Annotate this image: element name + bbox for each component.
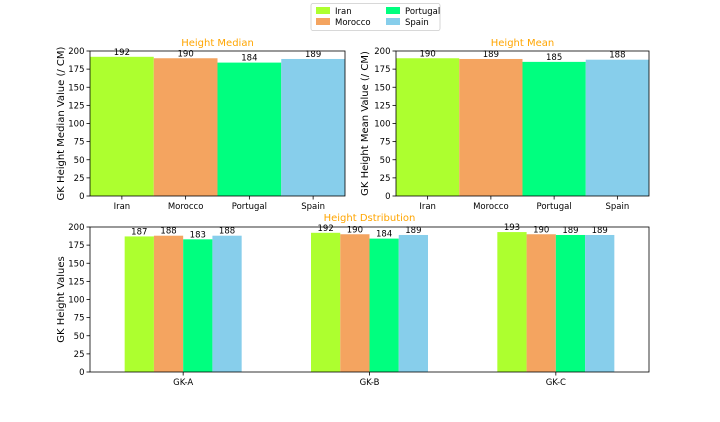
y-tick-label: 50 <box>74 156 85 166</box>
x-tick-label: Portugal <box>537 202 572 212</box>
data-label: 188 <box>609 51 625 61</box>
y-tick-label: 125 <box>374 101 390 111</box>
y-tick-label: 50 <box>380 156 391 166</box>
bar-spain-gk-b <box>398 234 428 372</box>
bar-iran <box>396 58 460 196</box>
bar-spain-gk-a <box>212 235 242 372</box>
x-tick-label: GK-B <box>360 378 380 388</box>
data-label: 190 <box>347 225 363 235</box>
x-tick-label: Spain <box>301 202 325 212</box>
chart-panel-3: 187 188 183 188 192 190 184 189 193 190 189 189 0 25 5… <box>56 213 650 388</box>
bar-iran <box>90 56 154 196</box>
data-label: 185 <box>546 53 562 63</box>
data-label: 189 <box>483 50 499 60</box>
bar-morocco <box>459 58 523 196</box>
y-tick-label: 200 <box>68 47 84 57</box>
y-tick-label: 75 <box>380 138 391 148</box>
bar-portugal-gk-c <box>555 234 586 372</box>
legend-frame <box>310 3 441 31</box>
data-label: 192 <box>114 48 130 58</box>
x-tick-label: GK-C <box>546 378 566 388</box>
y-tick-label: 150 <box>68 259 84 269</box>
y-tick-label: 25 <box>74 174 85 184</box>
x-tick-label: GK-A <box>173 378 193 388</box>
chart-title: Height Dstribution <box>324 213 416 224</box>
bar-morocco-gk-a <box>153 235 184 372</box>
data-label: 189 <box>305 50 321 60</box>
chart-title: Height Mean <box>491 38 554 49</box>
data-label: 183 <box>190 230 206 240</box>
data-label: 190 <box>533 225 549 235</box>
y-tick-label: 125 <box>68 101 84 111</box>
chart-title: Height Median <box>181 38 254 49</box>
data-label: 184 <box>241 54 257 64</box>
bar-morocco-gk-b <box>340 234 370 372</box>
data-label: 189 <box>562 226 578 236</box>
y-tick-label: 150 <box>68 83 84 93</box>
legend-label-spain: Spain <box>405 18 429 28</box>
x-tick-label: Iran <box>419 202 436 212</box>
bar-portugal <box>522 61 586 196</box>
chart-panel-2: 190 189 185 188 0 25 50 75 100 125 150 175 200 Iran Mo… <box>360 38 650 212</box>
bar-portugal-gk-a <box>183 239 213 372</box>
legend-swatch-spain <box>386 18 400 25</box>
bar-morocco <box>153 58 218 196</box>
y-tick-label: 175 <box>68 241 84 251</box>
y-tick-label: 150 <box>374 83 390 93</box>
data-label: 190 <box>420 49 436 59</box>
y-tick-label: 50 <box>74 332 85 342</box>
legend-swatch-morocco <box>316 18 330 25</box>
y-tick-label: 200 <box>374 47 390 57</box>
chart-panel-1: 192 190 184 189 0 25 50 75 100 125 150 175 200 Iran Mo… <box>56 38 346 212</box>
bar-iran-gk-c <box>497 232 527 372</box>
data-label: 184 <box>376 230 392 240</box>
data-label: 189 <box>592 226 608 236</box>
data-label: 193 <box>504 223 520 233</box>
y-tick-label: 100 <box>68 296 84 306</box>
y-tick-label: 0 <box>79 192 84 202</box>
x-tick-label: Iran <box>114 202 131 212</box>
y-axis-label: GK Height Mean Value (/ CM) <box>360 51 371 196</box>
y-axis-label: GK Height Values <box>56 256 67 342</box>
legend-label-iran: Iran <box>335 7 352 17</box>
x-tick-label: Morocco <box>473 202 509 212</box>
legend-swatch-iran <box>316 7 330 14</box>
x-tick-label: Portugal <box>232 202 267 212</box>
bar-spain <box>281 58 345 196</box>
data-label: 192 <box>318 224 334 234</box>
y-tick-label: 75 <box>74 314 85 324</box>
x-tick-label: Spain <box>606 202 630 212</box>
y-tick-label: 175 <box>68 65 84 75</box>
data-label: 190 <box>178 49 194 59</box>
y-tick-label: 0 <box>385 192 390 202</box>
y-tick-label: 100 <box>374 120 390 130</box>
bar-morocco-gk-c <box>526 234 556 372</box>
y-tick-label: 25 <box>380 174 391 184</box>
bar-portugal-gk-b <box>369 238 399 372</box>
legend-label-morocco: Morocco <box>335 18 371 28</box>
y-axis-label: GK Height Median Value (/ CM) <box>56 46 67 200</box>
x-tick-label: Morocco <box>168 202 204 212</box>
bar-iran-gk-b <box>311 232 341 372</box>
y-tick-label: 125 <box>68 277 84 287</box>
bar-spain <box>585 59 649 197</box>
legend-label-portugal: Portugal <box>405 7 440 17</box>
y-tick-label: 175 <box>374 65 390 75</box>
y-tick-label: 100 <box>68 120 84 130</box>
data-label: 187 <box>131 227 147 237</box>
y-tick-label: 200 <box>68 223 84 233</box>
bar-iran-gk-a <box>124 236 154 372</box>
y-tick-label: 25 <box>74 350 85 360</box>
bar-portugal <box>217 62 282 196</box>
data-label: 188 <box>219 227 235 237</box>
y-tick-label: 0 <box>79 368 84 378</box>
bar-spain-gk-c <box>585 234 615 372</box>
data-label: 189 <box>405 226 421 236</box>
legend-swatch-portugal <box>386 7 400 14</box>
data-label: 188 <box>160 227 176 237</box>
y-tick-label: 75 <box>74 138 85 148</box>
